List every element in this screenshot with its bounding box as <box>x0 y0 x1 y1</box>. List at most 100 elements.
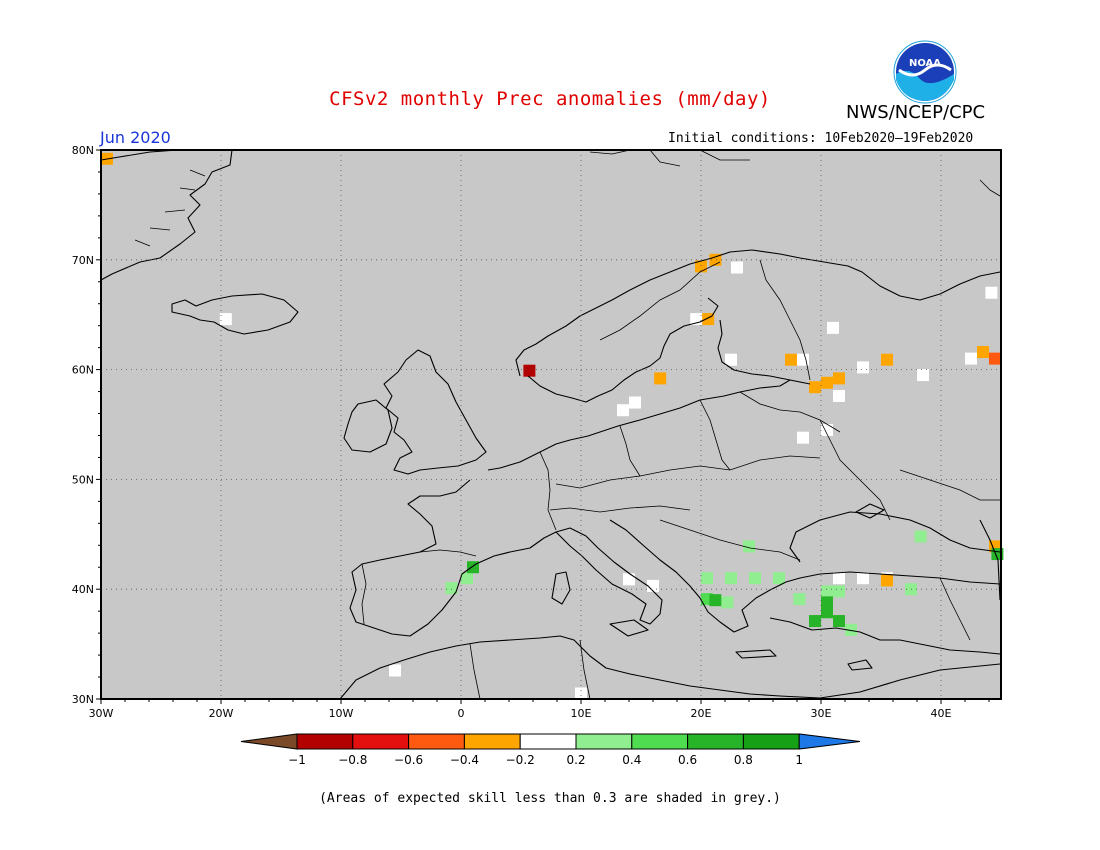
lat-label: 60N <box>72 364 94 377</box>
anomaly-cell <box>845 623 857 636</box>
greenland-fjords <box>134 169 206 247</box>
anomaly-cell <box>623 573 635 586</box>
chart-title: CFSv2 monthly Prec anomalies (mm/day) <box>329 88 771 110</box>
anomaly-cell <box>881 353 893 366</box>
anomaly-cell <box>690 313 703 326</box>
colorbar-boxes <box>240 733 861 750</box>
forecast-month: Jun 2020 <box>100 128 171 147</box>
anomaly-cell <box>743 540 755 553</box>
anomaly-cell <box>523 364 536 377</box>
border-germany-poland <box>619 425 641 477</box>
anomaly-cell <box>219 313 232 326</box>
anomaly-cell <box>575 687 587 700</box>
anomaly-cell <box>797 431 809 444</box>
border-ukraine-russia <box>819 419 891 521</box>
lon-label: 20W <box>209 707 234 720</box>
colorbar-box <box>463 733 521 750</box>
colorbar-tick-label: 1 <box>795 753 803 767</box>
finland-coast <box>717 319 811 385</box>
colorbar-tick-label: −0.6 <box>394 753 423 767</box>
sweden-coast <box>527 297 719 403</box>
svalbard-coast <box>589 149 750 167</box>
anomaly-cell <box>793 593 806 606</box>
anomaly-cell <box>991 548 1004 561</box>
colorbar-box <box>352 733 410 750</box>
adriatic-coast <box>609 519 1001 633</box>
anomaly-cell <box>749 572 761 585</box>
colorbar-box <box>575 733 633 750</box>
colorbar-tick-label: −1 <box>288 753 306 767</box>
anomaly-cell <box>629 396 641 409</box>
anomaly-cell <box>881 572 893 585</box>
caspian-coast <box>979 519 1001 601</box>
anomaly-cell <box>965 352 977 365</box>
anomaly-cell <box>721 596 734 609</box>
lon-label: 20E <box>691 707 712 720</box>
agency-label: NWS/NCEP/CPC <box>846 102 986 123</box>
anomaly-cell <box>821 376 833 389</box>
lat-label: 80N <box>72 144 94 157</box>
cyprus-coast <box>847 659 873 671</box>
anomaly-cell <box>389 664 401 677</box>
north-africa-coast <box>339 635 1001 700</box>
logo-text: NOAA <box>909 58 941 69</box>
colorbar-tick-label: 0.2 <box>566 753 585 767</box>
anomaly-cell <box>989 352 1001 365</box>
colorbar-tick-label: 0.6 <box>678 753 697 767</box>
colorbar-tick-label: 0.4 <box>622 753 641 767</box>
colorbar: −1 −0.8 −0.6 −0.4 −0.2 0.2 0.4 0.6 0.8 1 <box>240 733 861 767</box>
border-spain-france <box>419 549 477 557</box>
anomaly-cell <box>833 585 845 598</box>
colorbar-box <box>687 733 744 750</box>
anomaly-cell <box>977 346 989 359</box>
noaa-logo: NOAA <box>893 40 957 104</box>
anomaly-cell <box>695 260 707 273</box>
border-alps <box>549 505 691 513</box>
anomaly-cell <box>701 572 713 585</box>
border-turkey-east <box>939 577 971 641</box>
longitude-labels: 30W 20W 10W 0 10E 20E 30E 40E <box>89 707 952 720</box>
greenland-coast <box>100 149 233 281</box>
initial-conditions: Initial conditions: 10Feb2020–19Feb2020 <box>668 131 974 146</box>
colorbar-box <box>742 733 800 750</box>
border-spain-portugal <box>361 563 367 625</box>
lat-label: 70N <box>72 254 94 267</box>
anomaly-cell <box>702 313 715 326</box>
anomaly-cell <box>461 572 473 585</box>
france-iberia-coast <box>349 479 557 637</box>
anomaly-cell <box>821 606 833 619</box>
lat-label: 40N <box>72 583 94 596</box>
anomaly-cell <box>809 615 821 628</box>
anomaly-cell <box>905 583 917 596</box>
border-balkans <box>659 519 801 561</box>
colorbar-tick-label: −0.4 <box>450 753 479 767</box>
black-sea-coast <box>789 511 1001 563</box>
anomaly-cell <box>821 585 833 598</box>
anomaly-cell <box>445 582 458 595</box>
italy-coast <box>555 527 663 625</box>
anomaly-cell <box>654 372 667 385</box>
sardinia-coast <box>551 571 571 605</box>
border-baltics <box>739 391 841 433</box>
colorbar-box <box>296 733 354 750</box>
anomaly-cell <box>617 404 629 417</box>
map-frame <box>100 149 1002 700</box>
anomaly-cell <box>725 572 737 585</box>
anomaly-cell <box>833 615 845 628</box>
ireland-coast <box>343 399 393 453</box>
border-central-europe <box>555 455 821 489</box>
anomaly-cell <box>731 261 743 274</box>
border-poland-belarus <box>699 399 731 471</box>
anomaly-cell <box>857 361 869 374</box>
colorbar-box <box>631 733 689 750</box>
border-finland-russia <box>759 259 811 381</box>
anomaly-cell <box>857 572 869 585</box>
latitude-labels: 30N 40N 50N 60N 70N 80N <box>72 144 94 706</box>
great-britain-coast <box>383 349 487 475</box>
lon-label: 40E <box>931 707 952 720</box>
anomaly-cell <box>809 381 821 394</box>
anomaly-cell <box>647 579 659 592</box>
anomaly-cell <box>833 372 845 385</box>
colorbar-box <box>519 733 577 750</box>
anomaly-cell <box>985 286 998 299</box>
